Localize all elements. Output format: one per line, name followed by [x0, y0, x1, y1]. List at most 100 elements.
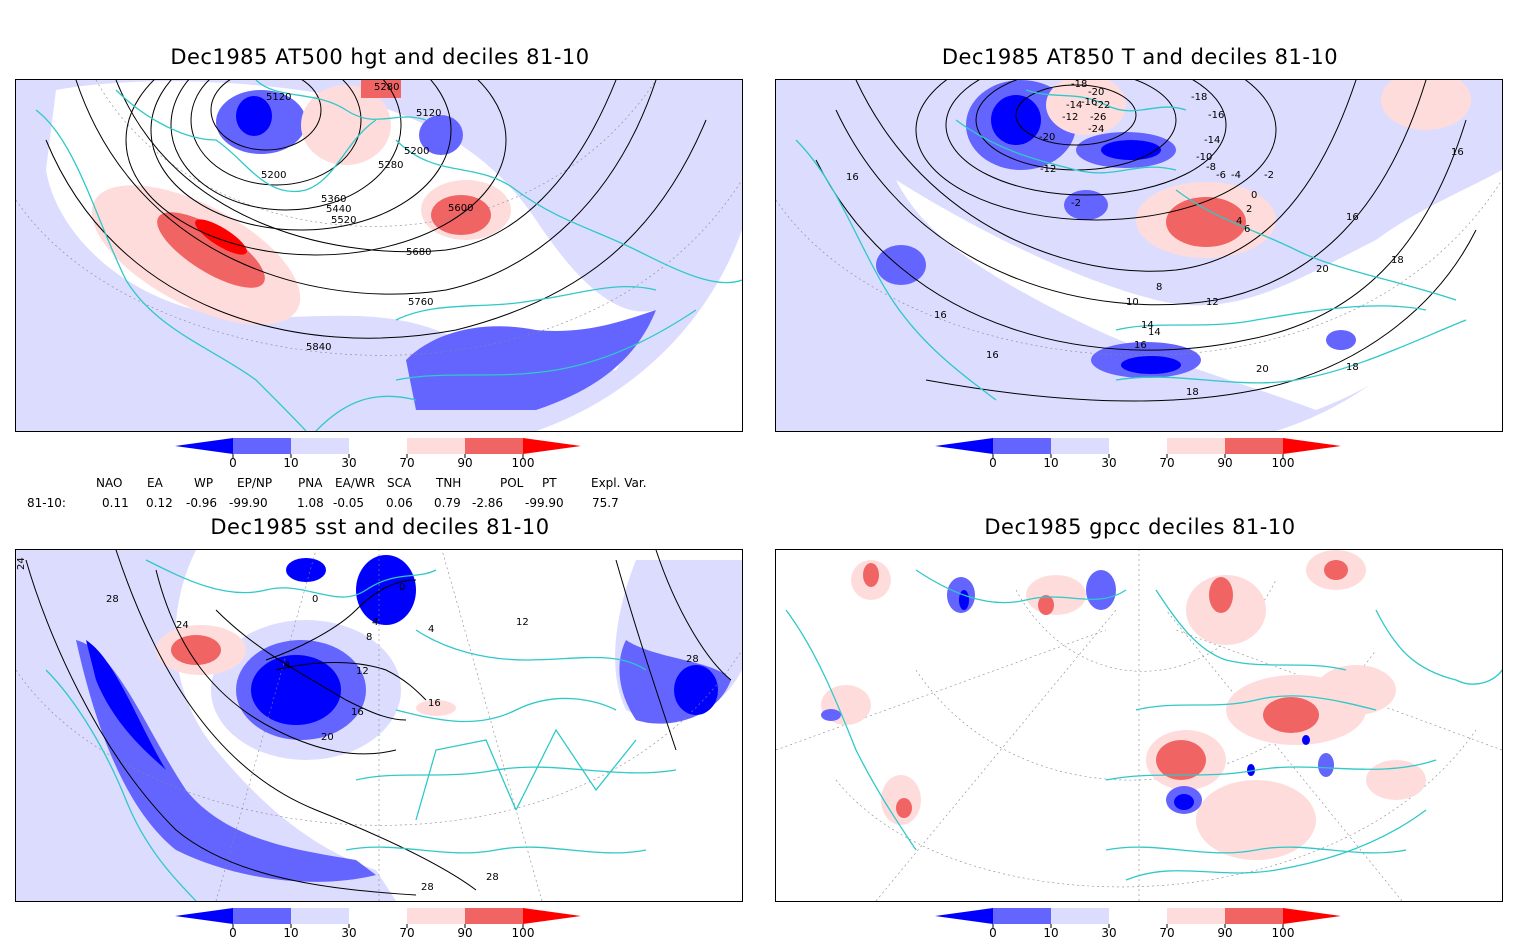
coastline	[255, 80, 427, 121]
contour-label: -22	[1094, 100, 1110, 111]
colorbar-cell-blue-strong	[935, 438, 993, 454]
contour-label: 6	[1244, 224, 1250, 235]
colorbar-svg: 0 10 30 70 90 100	[175, 438, 581, 470]
decile-area-blue-strong	[1101, 140, 1161, 160]
decile-area-red-mid	[1166, 197, 1246, 247]
decile-area-blue-strong	[1302, 735, 1310, 745]
colorbar-cell-blue-mid	[233, 908, 291, 924]
decile-area-red-light	[1381, 80, 1471, 130]
contour-label: 12	[516, 617, 529, 628]
colorbar-cell-red-light	[407, 438, 465, 454]
colorbar-cell-red-light	[1167, 438, 1225, 454]
contour-line	[150, 80, 452, 231]
colorbar: 0 10 30 70 90 100	[935, 908, 1355, 940]
contour-label: -14	[1066, 100, 1082, 111]
contour-label: 8	[1156, 282, 1162, 293]
decile-area-blue-mid	[406, 310, 656, 410]
colorbar-cell-blue-light	[1051, 908, 1109, 924]
panel-title-gpcc: Dec1985 gpcc deciles 81-10	[984, 515, 1296, 539]
colorbar-label: 90	[457, 926, 472, 940]
index-header: EA	[147, 476, 163, 490]
colorbar-label: 70	[399, 926, 414, 940]
decile-area-red-mid	[1209, 577, 1233, 613]
coastline	[1115, 319, 1467, 384]
colorbar-cell-blue-mid	[993, 438, 1051, 454]
meridian-line	[875, 609, 1117, 901]
decile-area-blue-strong	[1121, 356, 1181, 374]
contour-label: -24	[1088, 124, 1104, 135]
contour-label: -2	[1071, 198, 1081, 209]
latitude-circle	[95, 80, 657, 227]
index-value: 0.79	[434, 496, 461, 510]
coastline	[515, 728, 637, 811]
colorbar-label: 70	[1159, 456, 1174, 470]
coastline	[1025, 89, 1187, 112]
latitude-circle	[835, 729, 1477, 888]
coastline	[415, 629, 647, 671]
colorbar-cell-blue-light	[291, 908, 349, 924]
decile-area-blue-mid	[419, 115, 463, 155]
decile-area-blue-strong	[991, 95, 1041, 145]
colorbar-label: 100	[1272, 926, 1295, 940]
contour-label: 4	[284, 660, 290, 671]
colorbar-cell-red-strong	[523, 908, 581, 924]
map-t850: -18 -20 -18 -16 -14 -22 -12 -26 -20 -24 …	[776, 80, 1502, 431]
meridian-line	[215, 550, 317, 901]
precip-patches	[821, 550, 1426, 860]
decile-area-blue-strong	[286, 558, 326, 582]
decile-area-red-mid	[1156, 740, 1206, 780]
contour-label: 12	[356, 666, 369, 677]
decile-area-blue-mid	[1086, 570, 1116, 610]
contour-line	[115, 550, 477, 891]
colorbar-label: 70	[399, 456, 414, 470]
decile-area-red-light	[1026, 575, 1086, 615]
contour-label: 24	[16, 557, 27, 570]
colorbar-label: 10	[283, 926, 298, 940]
index-header: PT	[542, 476, 557, 490]
latitude-circle	[776, 179, 1502, 356]
map-panel-sst: 24 28 24 0 0 4 8 4 12 16 20 16 28 28 28 …	[15, 549, 743, 902]
contour-line	[265, 579, 417, 661]
coastline	[1135, 695, 1377, 711]
contour-label: 16	[1451, 147, 1464, 158]
coastline	[955, 119, 1177, 174]
colorbar: 0 10 30 70 90 100	[175, 438, 595, 470]
index-value: 0.06	[386, 496, 413, 510]
contour-label: -18	[1191, 92, 1207, 103]
meridian-line	[441, 550, 543, 901]
contour-label: 5520	[331, 215, 356, 226]
contour-line	[115, 80, 617, 253]
colorbar-label: 0	[989, 926, 997, 940]
map-sst: 24 28 24 0 0 4 8 4 12 16 20 16 28 28 28 …	[16, 550, 742, 901]
colorbar-label: 0	[229, 456, 237, 470]
index-value: 75.7	[592, 496, 619, 510]
contour-label: 5280	[374, 82, 399, 93]
decile-area-red-light	[416, 700, 456, 716]
colorbar-label: 30	[1101, 456, 1116, 470]
contour-line	[925, 229, 1477, 402]
contour-label: 14	[1148, 327, 1161, 338]
colorbar-label: 100	[512, 456, 535, 470]
latitude-circle	[16, 179, 742, 356]
map-gpcc	[776, 550, 1502, 901]
contour-line	[190, 80, 362, 186]
index-header: Expl. Var.	[591, 476, 647, 490]
colorbar-cell-white	[349, 908, 407, 924]
contour-line	[945, 80, 1227, 196]
meridian-line	[776, 629, 1107, 751]
coastline	[1105, 759, 1437, 781]
contour-label: 5120	[416, 108, 441, 119]
index-header: EA/WR	[335, 476, 376, 490]
decile-area-blue-mid	[76, 640, 376, 882]
coastline	[1125, 809, 1427, 881]
contour-label: 4	[372, 617, 378, 628]
index-header: SCA	[387, 476, 412, 490]
decile-area-blue-strong	[236, 96, 272, 136]
contour-label: -2	[1264, 170, 1274, 181]
decile-area-blue-strong	[86, 640, 166, 770]
colorbar-cell-blue-mid	[233, 438, 291, 454]
contour-label: 5440	[326, 204, 351, 215]
contour-line	[655, 550, 732, 681]
colorbar-svg: 0 10 30 70 90 100	[175, 908, 581, 940]
coastline	[395, 309, 697, 381]
